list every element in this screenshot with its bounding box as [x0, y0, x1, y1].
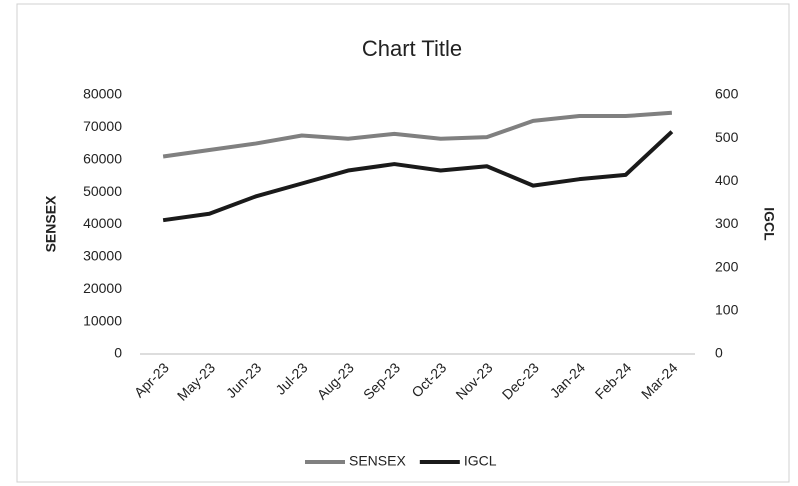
chart-title: Chart Title — [362, 36, 462, 61]
y-tick-label: 20000 — [83, 280, 122, 296]
chart-frame — [16, 3, 790, 483]
y2-tick-label: 100 — [715, 302, 739, 318]
y2-tick-label: 500 — [715, 129, 739, 145]
y-tick-label: 80000 — [83, 86, 122, 102]
y-tick-label: 10000 — [83, 312, 122, 328]
line-series — [162, 130, 674, 223]
y-tick-label: 50000 — [83, 183, 122, 199]
y2-tick-label: 200 — [715, 258, 739, 274]
y2-tick-label: 0 — [715, 345, 723, 361]
y-tick-label: 30000 — [83, 248, 122, 264]
line-series — [162, 110, 673, 159]
y-tick-label: 70000 — [83, 118, 122, 134]
legend-label: IGCL — [464, 453, 497, 469]
y-tick-label: 0 — [114, 345, 122, 361]
y2-tick-label: 600 — [715, 86, 739, 102]
y-tick-label: 60000 — [83, 150, 122, 166]
y2-axis-title: IGCL — [761, 207, 777, 241]
y2-tick-label: 400 — [715, 172, 739, 188]
y-axis-title: SENSEX — [43, 195, 59, 252]
legend-label: SENSEX — [349, 453, 406, 469]
y2-tick-label: 300 — [715, 215, 739, 231]
y-tick-label: 40000 — [83, 215, 122, 231]
